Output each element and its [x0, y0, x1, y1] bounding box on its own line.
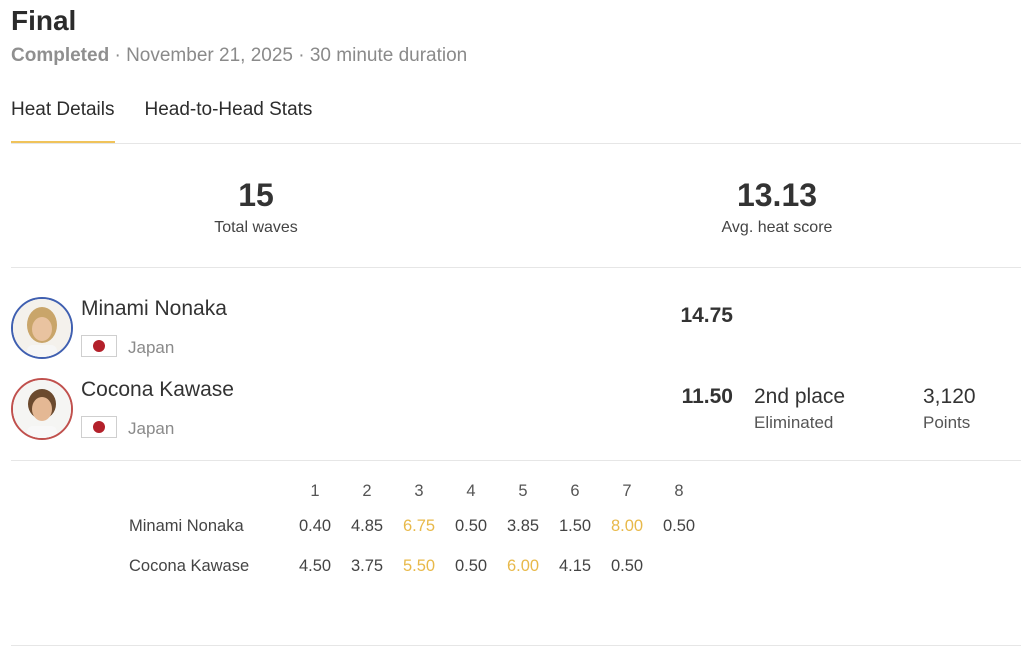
wave-score: 0.50: [662, 516, 696, 535]
athlete-heat-score: 11.50: [681, 385, 733, 408]
wave-score: 4.85: [350, 516, 384, 535]
wave-number: 2: [362, 481, 372, 500]
wave-number: 6: [570, 481, 580, 500]
total-waves-label: Total waves: [214, 219, 298, 236]
athlete-name[interactable]: Minami Nonaka: [81, 297, 227, 320]
athlete-name[interactable]: Cocona Kawase: [81, 378, 234, 401]
wave-score: 4.50: [298, 556, 332, 575]
tab-bar: Heat Details Head-to-Head Stats: [11, 99, 312, 143]
wave-number: 1: [310, 481, 320, 500]
tab-heat-details[interactable]: Heat Details: [11, 99, 115, 143]
heat-date: November 21, 2025: [126, 45, 293, 66]
athlete-photo-icon: [13, 299, 71, 357]
table-row: Minami Nonaka 0.40 4.85 6.75 0.50 3.85 1…: [129, 506, 705, 546]
wave-score: 0.50: [454, 556, 488, 575]
wave-score: 0.50: [454, 516, 488, 535]
wave-score-best: 8.00: [610, 516, 644, 535]
avg-heat-score-value: 13.13: [736, 177, 818, 213]
wave-score-best: 6.00: [506, 556, 540, 575]
total-waves-value: 15: [238, 177, 274, 213]
tabs-divider: [11, 143, 1021, 144]
avg-heat-score-label: Avg. heat score: [721, 219, 833, 236]
row-athlete-name: Minami Nonaka: [129, 516, 244, 535]
stat-total-waves: 15 Total waves: [136, 177, 376, 237]
athlete-heat-score: 14.75: [680, 304, 733, 327]
athlete-photo-icon: [13, 380, 71, 438]
athlete-place: 2nd place: [754, 385, 846, 408]
wave-score: 1.50: [558, 516, 592, 535]
meta-separator: ·: [298, 45, 305, 66]
athlete-country: Japan: [128, 338, 175, 357]
japan-flag-icon: [81, 335, 117, 357]
wave-scores-table: 1 2 3 4 5 6 7 8 Minami Nonaka 0.40 4.85 …: [129, 476, 705, 586]
wave-number: 4: [466, 481, 476, 500]
wave-score-best: 5.50: [402, 556, 436, 575]
avatar[interactable]: [11, 297, 73, 359]
stat-avg-heat-score: 13.13 Avg. heat score: [657, 177, 897, 237]
heat-duration: 30 minute duration: [309, 45, 468, 66]
heat-meta: Completed · November 21, 2025 · 30 minut…: [11, 45, 467, 67]
athlete-points-value: 3,120: [923, 385, 976, 408]
wave-score: 3.75: [350, 556, 384, 575]
table-row: Cocona Kawase 4.50 3.75 5.50 0.50 6.00 4…: [129, 546, 705, 586]
athlete-result: Eliminated: [754, 413, 834, 432]
row-athlete-name: Cocona Kawase: [129, 556, 250, 575]
heat-status: Completed: [11, 45, 110, 66]
table-header-row: 1 2 3 4 5 6 7 8: [129, 476, 705, 506]
wave-number: 8: [674, 481, 684, 500]
japan-flag-icon: [81, 416, 117, 438]
wave-score: [653, 546, 705, 586]
athlete-points-label: Points: [923, 413, 971, 432]
wave-number: 3: [414, 481, 424, 500]
bottom-divider: [11, 645, 1021, 646]
wave-score: 3.85: [506, 516, 540, 535]
meta-separator: ·: [114, 45, 121, 66]
wave-score: 0.40: [298, 516, 332, 535]
stats-divider: [11, 267, 1021, 268]
athletes-divider: [11, 460, 1021, 461]
wave-number: 7: [622, 481, 632, 500]
tab-head-to-head-stats[interactable]: Head-to-Head Stats: [144, 99, 313, 120]
page-title: Final: [11, 5, 77, 36]
athlete-country: Japan: [128, 419, 175, 438]
wave-number: 5: [518, 481, 528, 500]
wave-score: 0.50: [610, 556, 644, 575]
avatar[interactable]: [11, 378, 73, 440]
wave-score: 4.15: [558, 556, 592, 575]
wave-score-best: 6.75: [402, 516, 436, 535]
